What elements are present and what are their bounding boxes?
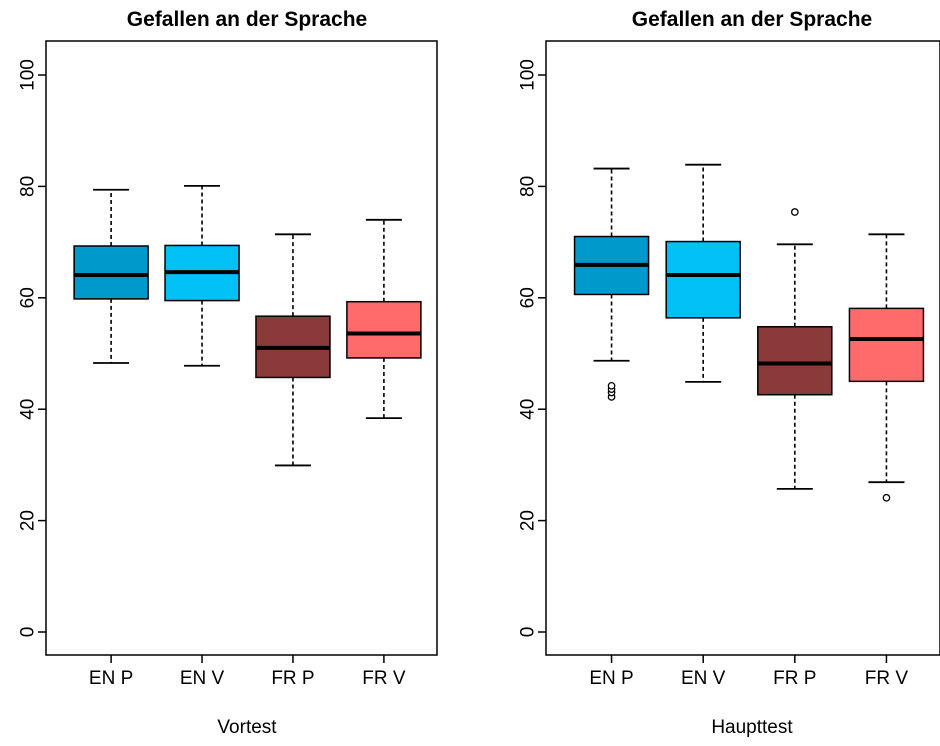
y-tick-label: 80: [518, 176, 539, 197]
box-iqr: [849, 308, 923, 381]
y-tick-label: 0: [518, 627, 539, 638]
box-iqr: [347, 302, 421, 358]
chart-panel-2: Gefallen an der Sprache Haupttest 0 20 40 60 8…: [518, 8, 940, 738]
y-tick-label: 0: [18, 627, 39, 638]
y-tick-label: 40: [518, 399, 539, 420]
y-tick-label: 40: [18, 399, 39, 420]
x-tick-label: EN P: [589, 668, 633, 689]
y-tick-label: 20: [18, 510, 39, 531]
box-iqr: [758, 327, 832, 395]
x-axis-label: Haupttest: [711, 717, 793, 738]
y-tick-label: 100: [18, 59, 39, 91]
y-tick-label: 60: [18, 287, 39, 308]
box-en-v: EN V: [165, 186, 239, 689]
y-tick-label: 20: [518, 510, 539, 531]
y-tick-label: 100: [518, 59, 539, 91]
box-en-v: EN V: [666, 165, 740, 689]
chart-title: Gefallen an der Sprache: [632, 8, 872, 31]
x-tick-label: EN V: [681, 668, 726, 689]
box-fr-v: FR V: [849, 234, 923, 689]
box-fr-v: FR V: [347, 220, 421, 689]
box-fr-p: FR P: [256, 234, 330, 689]
x-axis-label: Vortest: [217, 717, 277, 738]
box-iqr: [666, 242, 740, 318]
x-tick-label: FR V: [362, 668, 406, 689]
outlier-point: [792, 209, 798, 215]
x-tick-label: EN P: [89, 668, 133, 689]
x-tick-label: FR P: [271, 668, 314, 689]
outlier-point: [608, 383, 614, 389]
x-tick-label: FR V: [865, 668, 909, 689]
y-tick-label: 60: [518, 287, 539, 308]
x-tick-label: EN V: [180, 668, 225, 689]
outlier-point: [883, 495, 889, 501]
chart-panel-1: Gefallen an der Sprache Vortest 0 20 40 60 80 1…: [18, 8, 438, 738]
x-tick-label: FR P: [773, 668, 816, 689]
box-fr-p: FR P: [758, 209, 832, 689]
chart-title: Gefallen an der Sprache: [127, 8, 367, 31]
box-en-p: EN P: [575, 169, 649, 689]
box-en-p: EN P: [74, 190, 148, 689]
y-tick-label: 80: [18, 176, 39, 197]
box-iqr: [74, 246, 148, 299]
